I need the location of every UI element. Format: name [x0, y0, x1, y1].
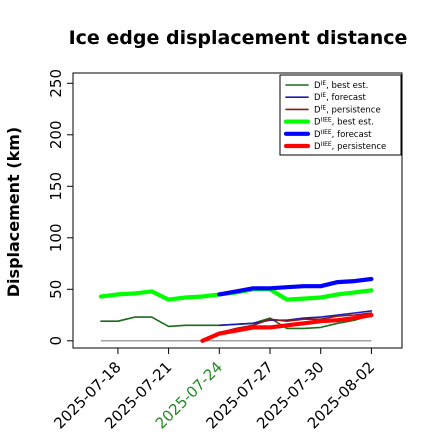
legend-label: DIE, persistence — [314, 104, 381, 115]
chart-title: Ice edge displacement distance — [69, 27, 408, 49]
plot-frame — [72, 72, 403, 349]
x-axis: 2025-07-182025-07-212025-07-242025-07-27… — [50, 348, 378, 432]
y-tick-label: 100 — [47, 223, 65, 252]
series-group — [98, 276, 374, 343]
legend-label: DIE, best est. — [314, 80, 368, 91]
legend-label: DIIEE, persistence — [314, 141, 386, 152]
y-tick-label: 50 — [47, 280, 65, 299]
legend-box — [279, 74, 402, 156]
y-axis-label: Displacement (km) — [4, 127, 23, 297]
y-tick-label: 0 — [47, 336, 65, 346]
legend-label: DIIEE, best est. — [314, 117, 374, 128]
legend-label: DIIEE, forecast — [314, 129, 372, 140]
y-axis: 0 50 100 150 200 250 — [47, 69, 73, 346]
series-line-d-ie-forecast — [218, 310, 373, 327]
y-tick-label: 150 — [47, 172, 65, 201]
series-line-d-iiee-persistence — [200, 312, 374, 343]
series-line-d-iiee-forecast — [217, 276, 374, 297]
y-tick-label: 200 — [47, 120, 65, 149]
legend-label: DIE, forecast — [314, 92, 367, 103]
y-tick-label: 250 — [47, 69, 65, 98]
